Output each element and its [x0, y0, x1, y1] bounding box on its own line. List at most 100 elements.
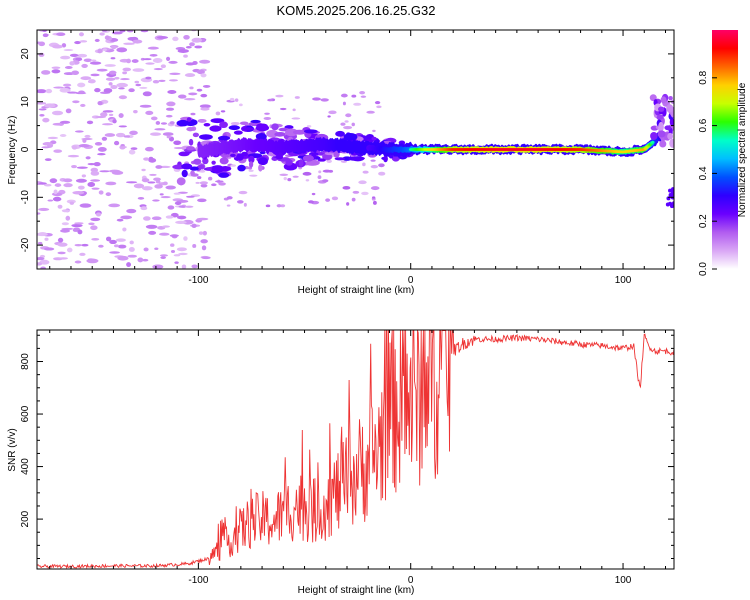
spectrogram-cell — [59, 120, 71, 124]
spectrogram-cell — [210, 118, 225, 124]
spectrogram-cell — [141, 186, 153, 191]
spectrogram-cell — [258, 164, 263, 172]
spectrogram-cell — [63, 49, 74, 52]
spectrogram-cell — [109, 251, 120, 254]
spectrogram-cell — [126, 58, 131, 64]
snr-series-line — [37, 330, 674, 569]
spectrogram-cell — [185, 62, 195, 66]
spectrogram-cell — [120, 144, 125, 147]
spectrogram-cell — [292, 175, 299, 178]
spectrogram-cell — [200, 183, 208, 188]
spectrogram-cell — [95, 212, 102, 217]
spectrogram-cell — [343, 133, 358, 141]
spectrogram-cell — [198, 59, 211, 64]
spectrogram-cell — [166, 107, 175, 111]
spectrogram-cell — [74, 222, 84, 225]
spectrogram-cell — [77, 229, 83, 235]
spectrogram-cell — [120, 215, 133, 220]
spectrogram-cell — [322, 179, 329, 183]
spectrogram-cell — [114, 76, 120, 80]
spectrogram-cell — [292, 129, 307, 135]
spectrogram-cell — [129, 130, 138, 136]
spectrogram-cell — [200, 239, 208, 244]
spectrogram-cell — [152, 58, 163, 63]
spectrogram-cell — [152, 264, 164, 269]
spectrogram-cell — [650, 131, 658, 141]
spectrogram-cell — [191, 264, 198, 269]
colorbar-gradient — [712, 30, 738, 269]
spectrogram-cell — [200, 107, 210, 111]
spectrogram-cell — [173, 254, 181, 257]
spectrogram-cell — [177, 215, 187, 220]
spectrogram-cell — [666, 104, 674, 113]
spectrogram-cell — [192, 243, 197, 248]
spectrogram-cell — [199, 170, 206, 173]
spectrogram-cell — [123, 42, 135, 45]
y-tick-label: 200 — [20, 510, 31, 527]
spectrogram-cell — [340, 93, 348, 98]
spectrogram-cell — [47, 199, 54, 202]
spectrogram-cell — [668, 95, 673, 101]
spectrogram-cell — [99, 32, 105, 36]
spectrogram-cell — [134, 80, 140, 84]
spectrogram-cell — [85, 156, 91, 160]
spectrogram-cell — [78, 32, 84, 37]
spectrogram-cell — [42, 33, 49, 38]
spectrogram-cell — [266, 129, 279, 138]
spectrogram-cell — [658, 106, 665, 112]
spectrogram-cell — [669, 138, 674, 148]
spectrogram-cell — [57, 251, 66, 255]
spectrogram-cell — [173, 140, 182, 146]
spectrogram-cell — [91, 187, 100, 190]
spectrogram-cell — [108, 70, 117, 75]
spectrogram-cell — [119, 146, 127, 149]
spectrogram-cell — [185, 146, 195, 151]
spectrogram-cell — [160, 196, 171, 199]
spectrogram-cell — [38, 108, 47, 111]
spectrogram-cell — [38, 207, 50, 211]
spectrogram-cell — [302, 155, 314, 162]
spectrogram-cell — [238, 190, 248, 195]
spectrogram-cell — [145, 224, 158, 229]
spectrogram-cell — [659, 140, 667, 148]
spectrogram-cell — [110, 57, 116, 60]
spectrogram-cell — [65, 215, 71, 221]
spectrogram-cell — [63, 83, 72, 87]
spectrogram-cell — [87, 182, 96, 187]
spectrogram-cell — [188, 138, 194, 146]
spectrogram-cell — [51, 110, 64, 116]
spectrogram-cell — [660, 96, 667, 104]
spectrogram-cell — [37, 102, 47, 105]
spectrogram-cell — [178, 252, 188, 256]
spectrogram-cell — [81, 243, 89, 247]
spectrogram-cell — [71, 70, 80, 76]
spectrogram-cell — [142, 91, 152, 97]
spectrogram-cell — [53, 149, 63, 153]
spectrogram-cell — [135, 83, 142, 87]
spectrogram-cell — [42, 142, 53, 146]
spectrogram-cell — [172, 36, 179, 42]
spectrogram-cell — [178, 151, 190, 157]
spectrogram-cell — [275, 94, 284, 98]
spectrogram-cell — [90, 179, 101, 182]
spectrogram-cell — [175, 220, 187, 224]
spectrogram-cell — [234, 98, 239, 102]
spectrogram-cell — [142, 258, 149, 262]
y-tick-label: 800 — [20, 353, 31, 370]
x-tick-label: -100 — [188, 275, 208, 286]
spectrogram-cell — [79, 252, 86, 256]
spectrogram-cell — [226, 196, 233, 200]
spectrogram-cell — [79, 203, 92, 208]
spectrogram-cell — [283, 177, 287, 181]
spectrogram-cell — [74, 260, 82, 264]
x-tick-label: -100 — [188, 575, 208, 586]
spectrogram-cell — [184, 205, 194, 208]
spectrogram-cell — [100, 112, 108, 117]
spectrogram-cell — [306, 125, 312, 128]
spectrogram-cell — [267, 98, 273, 102]
spectrogram-cell — [169, 72, 181, 75]
spectrogram-cell — [195, 181, 200, 184]
spectrogram-cell — [215, 111, 221, 116]
y-tick-label: 600 — [20, 405, 31, 422]
spectrogram-cell — [233, 130, 243, 135]
